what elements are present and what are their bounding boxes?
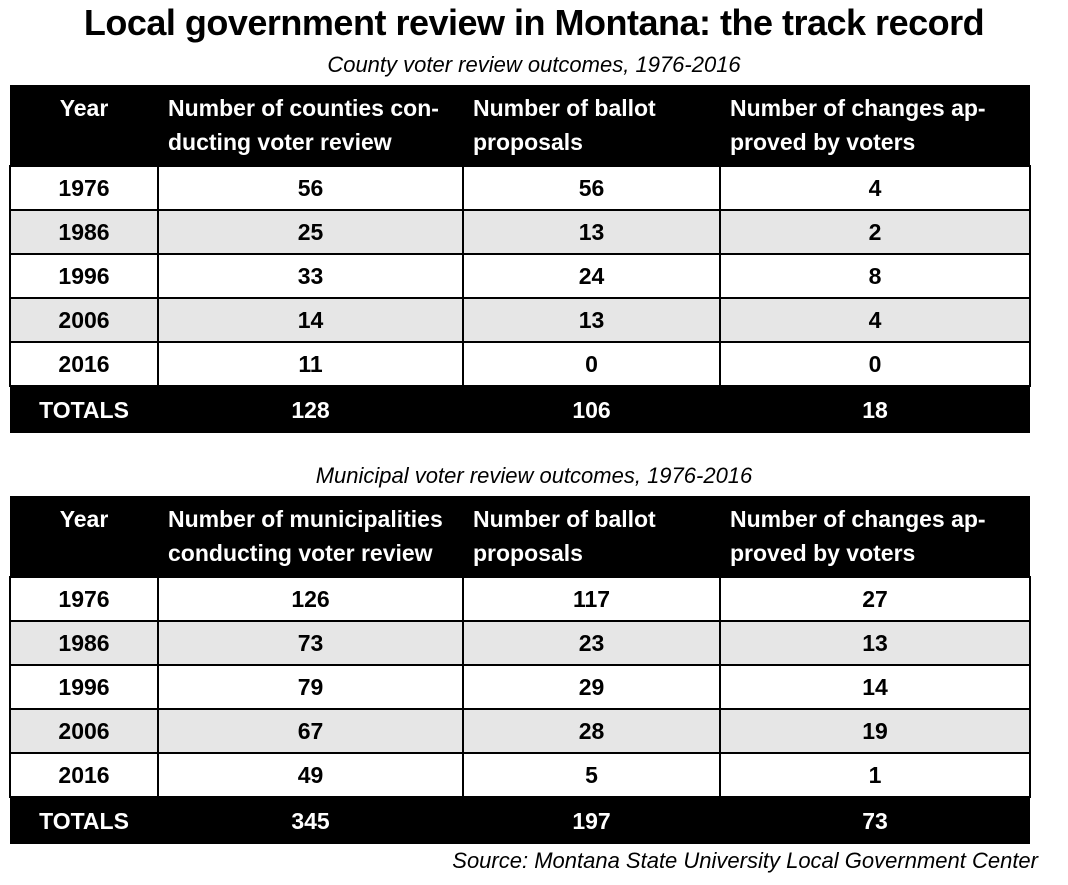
table-row: 1986 25 13 2 (9, 209, 1031, 255)
table-cell: 13 (462, 297, 721, 343)
municipal-totals-row: TOTALS 345 197 73 (10, 797, 1030, 844)
table-cell: 126 (157, 576, 464, 622)
table-cell: 1996 (9, 253, 159, 299)
table-cell: 2006 (9, 708, 159, 754)
table-cell: 1986 (9, 620, 159, 666)
table-cell: 25 (157, 209, 464, 255)
table-cell: 1986 (9, 209, 159, 255)
totals-cell: 18 (720, 386, 1030, 433)
municipal-header-year: Year (10, 496, 158, 577)
table-cell: 19 (719, 708, 1031, 754)
county-header-year: Year (10, 85, 158, 166)
table-cell: 2016 (9, 341, 159, 387)
county-totals-row: TOTALS 128 106 18 (10, 386, 1030, 433)
municipal-header-municipalities: Number of municipalities conducting vote… (158, 496, 463, 577)
table-cell: 2006 (9, 297, 159, 343)
county-header-proposals: Number of ballot proposals (463, 85, 720, 166)
table-row: 2006 67 28 19 (9, 708, 1031, 754)
table-cell: 0 (719, 341, 1031, 387)
county-header-changes: Number of changes ap- proved by voters (720, 85, 1030, 166)
table-cell: 1976 (9, 165, 159, 211)
table-cell: 14 (157, 297, 464, 343)
municipal-header-changes: Number of changes ap- proved by voters (720, 496, 1030, 577)
table-cell: 28 (462, 708, 721, 754)
municipal-table-title: Municipal voter review outcomes, 1976-20… (315, 463, 753, 488)
table-cell: 73 (157, 620, 464, 666)
table-cell: 27 (719, 576, 1031, 622)
totals-cell: 106 (463, 386, 720, 433)
table-cell: 56 (462, 165, 721, 211)
table-cell: 56 (157, 165, 464, 211)
table-cell: 1976 (9, 576, 159, 622)
table-cell: 13 (462, 209, 721, 255)
totals-label: TOTALS (10, 386, 158, 433)
table-row: 1996 79 29 14 (9, 664, 1031, 710)
table-row: 1976 126 117 27 (9, 576, 1031, 622)
county-header-row: Year Number of counties con- ducting vot… (10, 85, 1030, 166)
table-row: 1996 33 24 8 (9, 253, 1031, 299)
table-cell: 23 (462, 620, 721, 666)
table-cell: 1 (719, 752, 1031, 798)
table-cell: 2016 (9, 752, 159, 798)
table-row: 2016 11 0 0 (9, 341, 1031, 387)
table-cell: 11 (157, 341, 464, 387)
table-cell: 29 (462, 664, 721, 710)
municipal-header-row: Year Number of municipalities conducting… (10, 496, 1030, 577)
source-note: Source: Montana State University Local G… (452, 848, 1038, 873)
table-cell: 33 (157, 253, 464, 299)
table-cell: 117 (462, 576, 721, 622)
totals-cell: 73 (720, 797, 1030, 844)
table-cell: 1996 (9, 664, 159, 710)
municipal-header-proposals: Number of ballot proposals (463, 496, 720, 577)
table-cell: 14 (719, 664, 1031, 710)
totals-cell: 345 (158, 797, 463, 844)
table-cell: 8 (719, 253, 1031, 299)
table-cell: 49 (157, 752, 464, 798)
table-cell: 2 (719, 209, 1031, 255)
table-row: 1986 73 23 13 (9, 620, 1031, 666)
county-header-counties: Number of counties con- ducting voter re… (158, 85, 463, 166)
totals-label: TOTALS (10, 797, 158, 844)
table-cell: 4 (719, 297, 1031, 343)
table-cell: 67 (157, 708, 464, 754)
page-title: Local government review in Montana: the … (83, 2, 985, 43)
county-table: Year Number of counties con- ducting vot… (9, 85, 1031, 433)
totals-cell: 128 (158, 386, 463, 433)
table-cell: 5 (462, 752, 721, 798)
table-cell: 0 (462, 341, 721, 387)
table-cell: 13 (719, 620, 1031, 666)
county-table-title: County voter review outcomes, 1976-2016 (327, 52, 741, 77)
table-row: 2016 49 5 1 (9, 752, 1031, 798)
table-row: 1976 56 56 4 (9, 165, 1031, 211)
table-cell: 4 (719, 165, 1031, 211)
totals-cell: 197 (463, 797, 720, 844)
municipal-table: Year Number of municipalities conducting… (9, 496, 1031, 844)
table-row: 2006 14 13 4 (9, 297, 1031, 343)
table-cell: 24 (462, 253, 721, 299)
table-cell: 79 (157, 664, 464, 710)
